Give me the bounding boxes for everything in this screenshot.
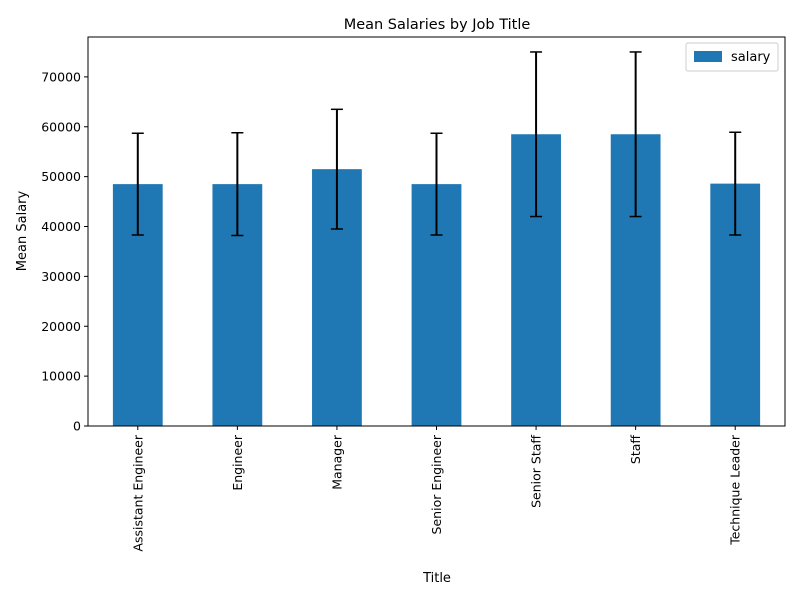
error-bar: [330, 108, 343, 230]
x-axis-ticks: Assistant Engineer Engineer Manager Senior …: [130, 426, 743, 552]
plot-area: [87, 36, 786, 427]
x-tick-label: Engineer: [230, 434, 245, 491]
legend-box: [685, 42, 779, 72]
legend-swatch: [694, 51, 722, 62]
x-tick-label: Manager: [329, 434, 344, 490]
x-axis-label: Title: [422, 571, 451, 586]
x-tick-label: Senior Engineer: [429, 434, 444, 534]
y-tick-label: 10000: [41, 369, 81, 384]
y-tick-label: 50000: [41, 169, 81, 184]
x-tick-label: Assistant Engineer: [130, 434, 145, 551]
x-tick-label: Senior Staff: [529, 435, 544, 508]
error-bar: [131, 132, 144, 236]
y-tick-label: 0: [73, 419, 81, 434]
error-bar: [430, 132, 443, 236]
y-tick-label: 40000: [41, 219, 81, 234]
x-tick-label: Technique Leader: [728, 434, 743, 546]
y-axis-label: Mean Salary: [15, 191, 30, 272]
y-tick-label: 60000: [41, 119, 81, 134]
legend-label: salary: [731, 50, 771, 65]
y-tick-label: 20000: [41, 319, 81, 334]
x-tick-label: Staff: [628, 435, 643, 464]
error-bar: [729, 131, 742, 236]
y-axis-ticks: 0 10000 20000 30000 40000 50000 60000 70000: [41, 69, 88, 434]
error-bar: [629, 51, 642, 218]
legend: salary: [685, 42, 779, 72]
y-tick-label: 70000: [41, 69, 81, 84]
chart-title: Mean Salaries by Job Title: [344, 17, 531, 33]
error-bar: [231, 132, 244, 237]
y-tick-label: 30000: [41, 269, 81, 284]
error-bar: [530, 51, 543, 218]
